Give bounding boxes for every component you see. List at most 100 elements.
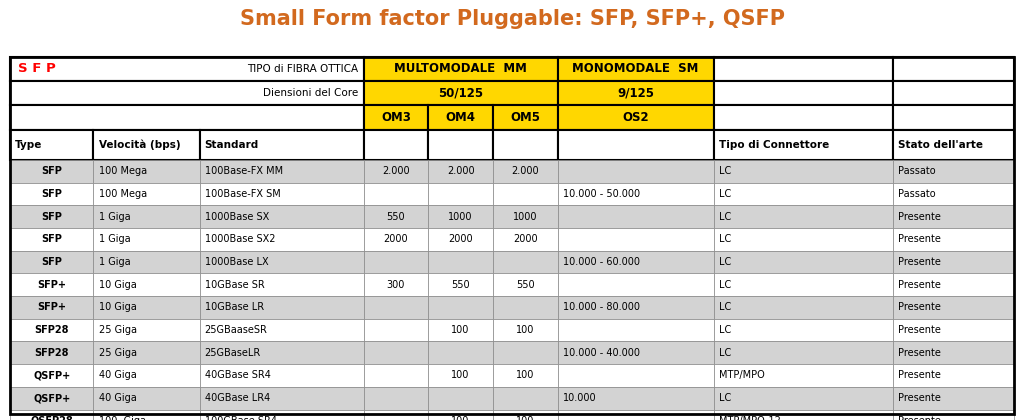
Bar — [893, 183, 1014, 205]
Text: 10 Giga: 10 Giga — [98, 280, 136, 290]
Bar — [493, 130, 558, 160]
Text: SFP28: SFP28 — [35, 348, 69, 358]
Text: SFP: SFP — [41, 212, 62, 222]
Text: 10GBase LR: 10GBase LR — [205, 302, 264, 312]
Text: Stato dell'arte: Stato dell'arte — [898, 140, 983, 150]
Text: 100: 100 — [452, 370, 470, 381]
Bar — [364, 251, 428, 273]
Bar — [893, 228, 1014, 251]
Text: Standard: Standard — [205, 140, 259, 150]
Text: LC: LC — [719, 234, 731, 244]
Text: Presente: Presente — [898, 257, 940, 267]
Bar — [200, 183, 364, 205]
Bar — [93, 130, 200, 160]
Text: 40GBase SR4: 40GBase SR4 — [205, 370, 270, 381]
Bar — [200, 228, 364, 251]
Bar — [558, 105, 714, 130]
Text: SFP28: SFP28 — [35, 325, 69, 335]
Text: 1 Giga: 1 Giga — [98, 257, 130, 267]
Bar — [428, 410, 493, 420]
Bar — [893, 296, 1014, 319]
Bar — [10, 160, 93, 183]
Bar — [93, 319, 200, 341]
Bar — [893, 410, 1014, 420]
Text: 550: 550 — [452, 280, 470, 290]
Text: 40 Giga: 40 Giga — [98, 393, 136, 403]
Bar — [200, 341, 364, 364]
Bar — [428, 341, 493, 364]
Bar — [10, 57, 1014, 414]
Text: 10.000 - 50.000: 10.000 - 50.000 — [563, 189, 640, 199]
Text: 2000: 2000 — [384, 234, 409, 244]
Text: 100: 100 — [452, 325, 470, 335]
Bar — [93, 387, 200, 409]
Text: 1000Base LX: 1000Base LX — [205, 257, 268, 267]
Text: QSFP+: QSFP+ — [33, 393, 71, 403]
Bar — [364, 160, 428, 183]
Bar — [428, 273, 493, 296]
Bar — [558, 160, 714, 183]
Bar — [428, 364, 493, 387]
Text: 10.000 - 60.000: 10.000 - 60.000 — [563, 257, 640, 267]
Text: 40GBase LR4: 40GBase LR4 — [205, 393, 270, 403]
Bar — [200, 296, 364, 319]
Bar — [93, 296, 200, 319]
Text: LC: LC — [719, 325, 731, 335]
Bar — [893, 364, 1014, 387]
Bar — [364, 130, 428, 160]
Text: QSFP+: QSFP+ — [33, 370, 71, 381]
Text: 1000: 1000 — [513, 212, 538, 222]
Bar — [93, 410, 200, 420]
Text: Diensioni del Core: Diensioni del Core — [263, 88, 358, 98]
Bar — [558, 228, 714, 251]
Bar — [200, 410, 364, 420]
Bar — [10, 273, 93, 296]
Bar — [10, 183, 93, 205]
Bar — [493, 183, 558, 205]
Bar — [893, 387, 1014, 409]
Bar — [714, 160, 893, 183]
Bar — [200, 130, 364, 160]
Bar — [558, 273, 714, 296]
Bar — [714, 410, 893, 420]
Bar — [10, 341, 93, 364]
Bar — [714, 130, 893, 160]
Text: MONOMODALE  SM: MONOMODALE SM — [572, 63, 698, 75]
Text: SFP+: SFP+ — [37, 280, 67, 290]
Text: 10GBase SR: 10GBase SR — [205, 280, 264, 290]
Text: S F P: S F P — [18, 63, 56, 75]
Bar — [558, 183, 714, 205]
Text: Presente: Presente — [898, 302, 940, 312]
Bar — [558, 57, 714, 81]
Text: 100 Mega: 100 Mega — [98, 189, 146, 199]
Bar — [428, 205, 493, 228]
Text: LC: LC — [719, 212, 731, 222]
Text: 10.000 - 40.000: 10.000 - 40.000 — [563, 348, 640, 358]
Text: 25 Giga: 25 Giga — [98, 325, 136, 335]
Text: 2000: 2000 — [449, 234, 473, 244]
Bar — [714, 183, 893, 205]
Text: SFP: SFP — [41, 234, 62, 244]
Text: Presente: Presente — [898, 212, 940, 222]
Bar — [493, 387, 558, 409]
Text: LC: LC — [719, 280, 731, 290]
Bar — [93, 183, 200, 205]
Text: 2.000: 2.000 — [446, 166, 474, 176]
Bar — [893, 251, 1014, 273]
Text: 1000Base SX2: 1000Base SX2 — [205, 234, 275, 244]
Bar — [200, 251, 364, 273]
Bar — [364, 387, 428, 409]
Text: Velocità (bps): Velocità (bps) — [98, 140, 180, 150]
Bar — [428, 387, 493, 409]
Bar — [428, 319, 493, 341]
Text: SFP: SFP — [41, 257, 62, 267]
Text: Passato: Passato — [898, 166, 935, 176]
Bar — [714, 57, 893, 81]
Text: 100Base-FX MM: 100Base-FX MM — [205, 166, 283, 176]
Text: 10.000: 10.000 — [563, 393, 596, 403]
Text: 25GBaseLR: 25GBaseLR — [205, 348, 261, 358]
Bar — [558, 296, 714, 319]
Text: 100: 100 — [452, 416, 470, 420]
Text: Presente: Presente — [898, 348, 940, 358]
Bar — [493, 160, 558, 183]
